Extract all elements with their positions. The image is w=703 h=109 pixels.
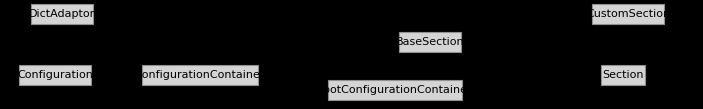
FancyBboxPatch shape [601, 65, 645, 85]
Text: Section: Section [602, 70, 644, 80]
FancyBboxPatch shape [31, 4, 93, 24]
Text: RootConfigurationContainer: RootConfigurationContainer [317, 85, 473, 95]
Text: ConfigurationContainer: ConfigurationContainer [135, 70, 265, 80]
FancyBboxPatch shape [19, 65, 91, 85]
Text: DictAdaptor: DictAdaptor [29, 9, 95, 19]
Text: Configuration: Configuration [17, 70, 93, 80]
FancyBboxPatch shape [328, 80, 463, 100]
FancyBboxPatch shape [399, 32, 461, 52]
FancyBboxPatch shape [142, 65, 258, 85]
Text: CustomSection: CustomSection [586, 9, 670, 19]
Text: BaseSection: BaseSection [396, 37, 464, 47]
FancyBboxPatch shape [592, 4, 664, 24]
